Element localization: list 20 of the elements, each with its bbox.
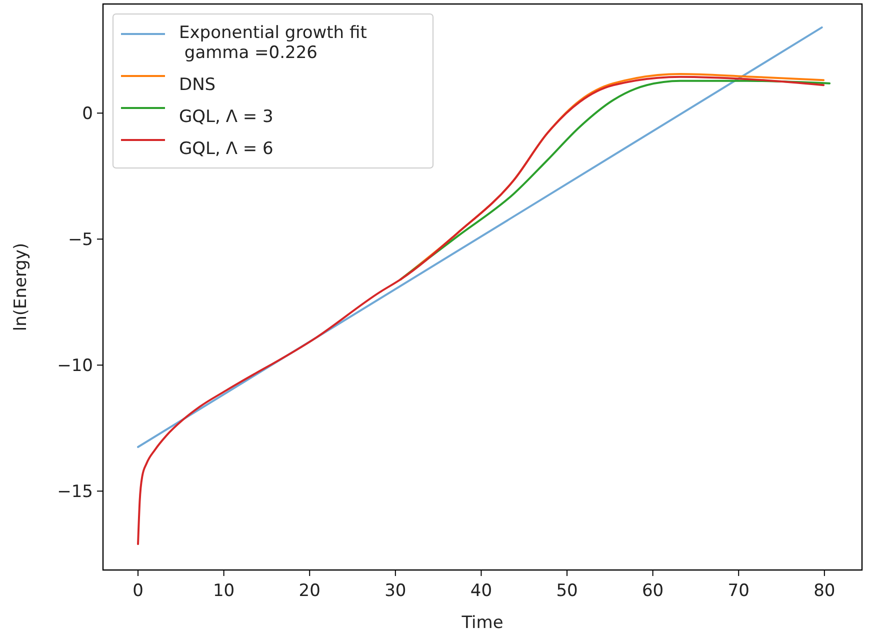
legend-label: GQL, Λ = 6: [179, 139, 274, 159]
y-tick-label: −5: [68, 230, 93, 250]
y-tick-label: −10: [57, 356, 93, 376]
legend-label: DNS: [179, 75, 216, 95]
legend-label: GQL, Λ = 3: [179, 107, 274, 127]
x-tick-label: 50: [556, 581, 578, 601]
x-tick-label: 40: [470, 581, 492, 601]
x-tick-label: 20: [298, 581, 320, 601]
x-tick-label: 10: [212, 581, 235, 601]
x-tick-label: 0: [132, 581, 144, 601]
line-series: [137, 76, 825, 546]
y-axis-title: ln(Energy): [11, 242, 31, 332]
x-tick-label: 70: [728, 581, 750, 601]
x-axis-title: Time: [460, 613, 504, 633]
x-tick-label: 80: [814, 581, 836, 601]
x-tick-label: 60: [642, 581, 664, 601]
x-tick-label: 30: [384, 581, 406, 601]
y-tick-label: 0: [82, 104, 93, 124]
legend-label: Exponential growth fit gamma =0.226: [179, 23, 368, 63]
y-tick-label: −15: [57, 482, 93, 502]
